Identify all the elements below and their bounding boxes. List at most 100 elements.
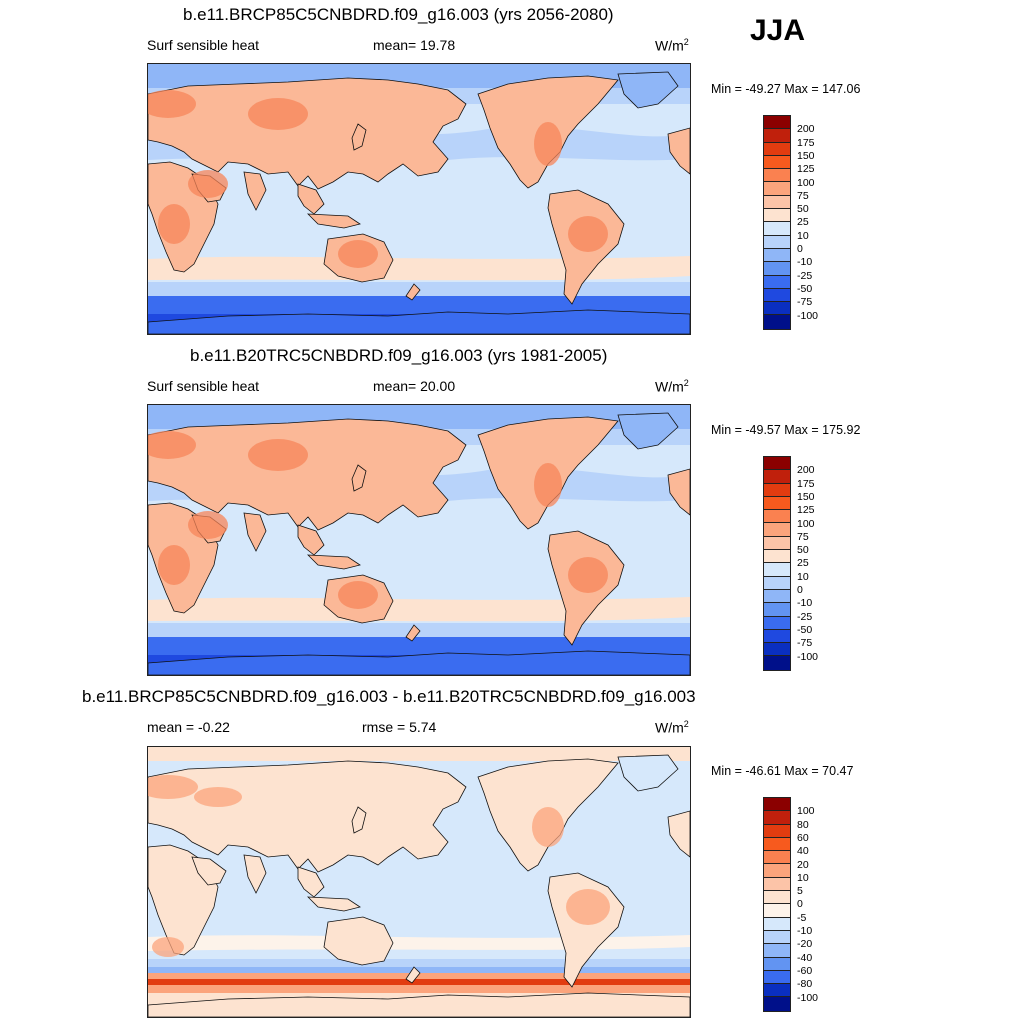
panel3-colorbar	[763, 797, 791, 1012]
colorbar-tick-label: 200	[797, 123, 815, 136]
colorbar-tick-label: -50	[797, 282, 813, 295]
colorbar-swatch	[764, 222, 790, 236]
panel3-minmax: Min = -46.61 Max = 70.47	[711, 764, 854, 778]
landmass-japan	[351, 123, 367, 151]
colorbar-tick-label: -10	[797, 256, 813, 269]
colorbar-swatch	[764, 288, 790, 303]
panel2-mean-label: mean= 20.00	[373, 378, 456, 394]
colorbar-tick-label: 10	[797, 229, 809, 242]
colorbar-swatch	[764, 643, 790, 657]
panel1-variable-label: Surf sensible heat	[147, 37, 260, 53]
colorbar-tick-label: -40	[797, 951, 813, 964]
panel3-title: b.e11.BRCP85C5CNBDRD.f09_g16.003 - b.e11…	[82, 687, 696, 706]
colorbar-tick-label: 0	[797, 243, 803, 255]
landmass-europe_east	[667, 468, 690, 516]
landmass-greenland	[617, 71, 679, 109]
colorbar-swatch	[764, 496, 790, 511]
panel3-units: W/m2	[655, 719, 689, 736]
panel2-map	[147, 404, 691, 676]
colorbar-swatch	[764, 629, 790, 644]
colorbar-swatch	[764, 155, 790, 170]
colorbar-tick-label: 175	[797, 136, 815, 149]
landmass-india	[243, 854, 267, 894]
colorbar-tick-label: 125	[797, 163, 815, 176]
colorbar-swatch	[764, 930, 790, 945]
colorbar-tick-label: -20	[797, 938, 813, 951]
colorbar-tick-label: -5	[797, 911, 807, 924]
landmass-europe_east	[667, 810, 690, 858]
colorbar-swatch	[764, 851, 790, 865]
panel1-mean-label: mean= 19.78	[373, 37, 456, 53]
colorbar-tick-label: -10	[797, 597, 813, 610]
panel1-colorbar	[763, 115, 791, 330]
landmass-australia	[323, 916, 394, 966]
season-label: JJA	[750, 14, 806, 47]
landmass-indonesia	[306, 213, 361, 229]
colorbar-tick-label: -25	[797, 610, 813, 623]
panel1-map	[147, 63, 691, 335]
colorbar-tick-label: -50	[797, 623, 813, 636]
colorbar-swatch	[764, 235, 790, 249]
colorbar-swatch	[764, 957, 790, 971]
landmass-eurasia	[148, 418, 467, 531]
colorbar-swatch	[764, 510, 790, 524]
colorbar-tick-label: -100	[797, 991, 819, 1004]
colorbar-swatch	[764, 129, 790, 143]
colorbar-tick-label: 10	[797, 871, 809, 884]
colorbar-tick-label: -60	[797, 964, 813, 977]
landmass-japan	[351, 806, 367, 834]
colorbar-tick-label: -75	[797, 296, 813, 309]
colorbar-tick-label: 20	[797, 858, 809, 871]
colorbar-swatch	[764, 616, 790, 630]
landmass-greenland	[617, 754, 679, 792]
colorbar-tick-label: -25	[797, 269, 813, 282]
colorbar-swatch	[764, 837, 790, 852]
landmass-antarctica	[148, 650, 690, 675]
colorbar-tick-label: 150	[797, 490, 815, 503]
landmass-greenland	[617, 412, 679, 450]
panel2-variable-label: Surf sensible heat	[147, 378, 260, 394]
panel2-minmax: Min = -49.57 Max = 175.92	[711, 423, 861, 437]
colorbar-swatch	[764, 917, 790, 931]
colorbar-swatch	[764, 864, 790, 878]
colorbar-tick-label: 75	[797, 189, 809, 202]
colorbar-swatch	[764, 824, 790, 838]
colorbar-swatch	[764, 483, 790, 497]
panel2-colorbar	[763, 456, 791, 671]
colorbar-tick-label: 100	[797, 176, 815, 189]
colorbar-tick-label: 0	[797, 584, 803, 596]
colorbar-swatch	[764, 970, 790, 985]
colorbar-tick-label: -100	[797, 650, 819, 663]
colorbar-tick-label: 25	[797, 557, 809, 570]
landmass-arabia	[191, 856, 227, 886]
colorbar-swatch	[764, 576, 790, 590]
colorbar-tick-label: 0	[797, 898, 803, 911]
colorbar-swatch	[764, 275, 790, 289]
colorbar-swatch	[764, 470, 790, 484]
landmass-eurasia	[148, 77, 467, 190]
colorbar-swatch	[764, 589, 790, 604]
colorbar-swatch	[764, 302, 790, 316]
colorbar-tick-label: 10	[797, 570, 809, 583]
colorbar-swatch	[764, 169, 790, 183]
colorbar-swatch	[764, 904, 790, 918]
landmass-europe_east	[667, 127, 690, 175]
panel3-mean-label: mean = -0.22	[147, 719, 230, 735]
colorbar-swatch	[764, 116, 790, 130]
colorbar-swatch	[764, 656, 790, 670]
colorbar-swatch	[764, 997, 790, 1011]
landmass-india	[243, 171, 267, 211]
landmass-japan	[351, 464, 367, 492]
colorbar-tick-label: 50	[797, 203, 809, 216]
colorbar-swatch	[764, 550, 790, 564]
colorbar-swatch	[764, 182, 790, 196]
panel1-minmax: Min = -49.27 Max = 147.06	[711, 82, 861, 96]
colorbar-tick-label: 25	[797, 216, 809, 229]
landmass-nz	[405, 966, 421, 984]
landmass-antarctica	[148, 309, 690, 334]
colorbar-swatch	[764, 798, 790, 812]
colorbar-swatch	[764, 877, 790, 892]
colorbar-tick-label: 75	[797, 530, 809, 543]
colorbar-tick-label: 60	[797, 831, 809, 844]
colorbar-swatch	[764, 523, 790, 537]
